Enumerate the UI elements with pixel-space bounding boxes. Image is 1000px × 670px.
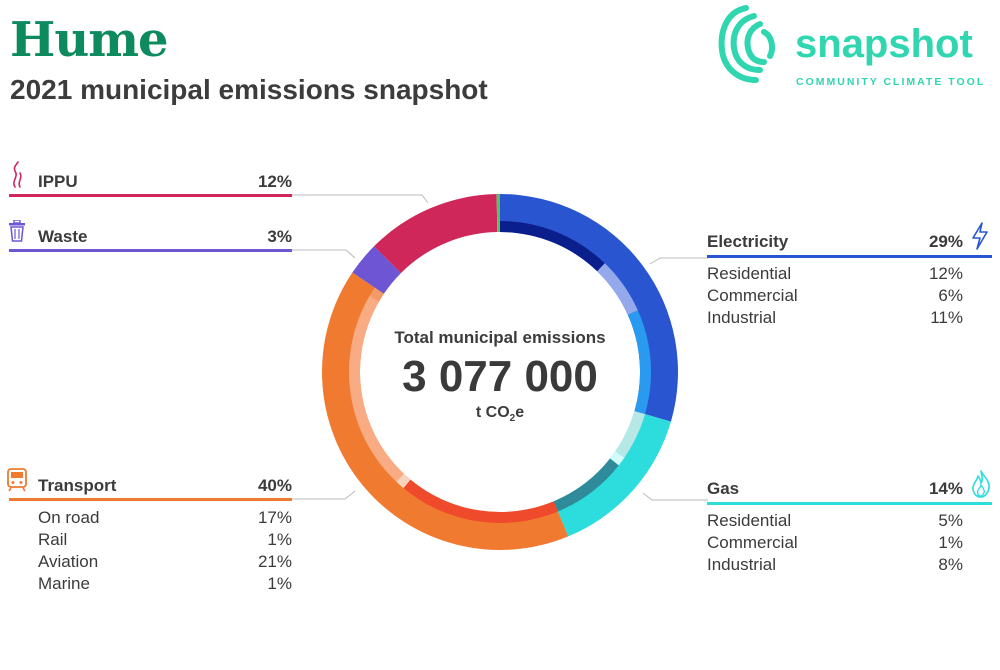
- sector-name: Gas: [707, 479, 740, 498]
- electricity-row: Electricity 29%: [707, 232, 963, 254]
- transport-rail-slice: [396, 473, 411, 489]
- lightning-icon: [972, 222, 988, 250]
- gas-subsector-row: Commercial 1%: [707, 533, 963, 553]
- sector-name: Waste: [38, 227, 88, 246]
- ippu-underline-lead: [9, 194, 38, 197]
- electricity-residential-slice: [500, 221, 605, 272]
- total-emissions-value: 3 077 000: [402, 352, 598, 401]
- gas-residential-slice: [615, 411, 646, 458]
- smoke-icon: [13, 161, 22, 188]
- electricity-slice: [500, 194, 678, 422]
- leader-lines: [292, 194, 708, 501]
- trash-icon: [9, 220, 25, 242]
- transport-marine-slice: [369, 287, 384, 302]
- electricity-underline: [707, 255, 992, 258]
- subsector-value: 1%: [267, 574, 292, 593]
- electricity-commercial-slice: [597, 263, 638, 315]
- sector-name: IPPU: [38, 172, 78, 191]
- transport-aviation-slice: [349, 295, 404, 482]
- transport-subsector-row: Rail 1%: [38, 530, 292, 550]
- sector-value: 14%: [928, 479, 963, 498]
- sector-name: Electricity: [707, 232, 789, 251]
- subsector-value: 12%: [928, 264, 963, 283]
- gas-subsector-row: Residential 5%: [707, 511, 963, 531]
- transport-subsector-row: Marine 1%: [38, 574, 292, 594]
- gas-underline: [707, 502, 992, 505]
- subsector-name: On road: [38, 508, 100, 527]
- ippu-leader-line: [292, 194, 429, 204]
- subsector-name: Aviation: [38, 552, 99, 571]
- subsector-name: Commercial: [707, 286, 798, 305]
- transport-underline-lead: [9, 498, 38, 501]
- center-label: Total municipal emissions: [394, 328, 606, 347]
- sector-ring: [322, 194, 678, 551]
- electricity-subsector-row: Industrial 11%: [707, 308, 963, 328]
- brand-tagline: COMMUNITY CLIMATE TOOL: [796, 76, 986, 88]
- transport-subsector-row: Aviation 21%: [38, 552, 292, 572]
- waste-underline-lead: [9, 249, 38, 252]
- transport-leader-line: [292, 490, 356, 500]
- gas-leader-line: [642, 492, 708, 501]
- subsector-value: 11%: [930, 308, 963, 327]
- page-subtitle: 2021 municipal emissions snapshot: [10, 74, 488, 105]
- subsector-name: Residential: [707, 511, 792, 530]
- sector-value: 29%: [928, 232, 963, 251]
- ippu-row: IPPU 12%: [38, 172, 292, 197]
- subsector-value: 1%: [267, 530, 292, 549]
- subsector-value: 6%: [938, 286, 963, 305]
- electricity-leader-line: [649, 257, 708, 265]
- subsector-value: 17%: [257, 508, 292, 527]
- ippu-slice: [374, 194, 498, 274]
- subsector-value: 1%: [938, 533, 963, 552]
- subsector-value: 5%: [938, 511, 963, 530]
- subsector-value: 8%: [938, 555, 963, 574]
- transport-subsector-row: On road 17%: [38, 508, 292, 528]
- subsector-value: 21%: [257, 552, 292, 571]
- electricity-subsector-row: Commercial 6%: [707, 286, 963, 306]
- subsector-name: Industrial: [707, 555, 776, 574]
- council-name: Hume: [10, 12, 169, 68]
- subsector-name: Rail: [38, 530, 68, 549]
- subsector-name: Industrial: [707, 308, 776, 327]
- electricity-industrial-slice: [627, 310, 651, 415]
- sector-value: 40%: [257, 476, 292, 495]
- sector-name: Transport: [38, 476, 117, 495]
- waste-row: Waste 3%: [38, 227, 292, 252]
- gas-commercial-slice: [610, 451, 625, 466]
- snapshot-logo-icon: [718, 5, 775, 83]
- other-slice: [496, 194, 500, 233]
- subsector-ring: [349, 221, 651, 523]
- sector-value: 3%: [267, 227, 292, 246]
- gas-row: Gas 14%: [707, 479, 963, 501]
- sector-value: 12%: [257, 172, 292, 191]
- flame-icon: [972, 470, 990, 498]
- transport-on-road-slice: [403, 479, 558, 523]
- waste-leader-line: [292, 249, 356, 259]
- transport-row: Transport 40%: [38, 476, 292, 501]
- subsector-name: Residential: [707, 264, 792, 283]
- train-icon: [7, 468, 27, 492]
- gas-subsector-row: Industrial 8%: [707, 555, 963, 575]
- subsector-name: Marine: [38, 574, 90, 593]
- electricity-subsector-row: Residential 12%: [707, 264, 963, 284]
- gas-slice: [553, 411, 671, 537]
- gas-industrial-slice: [553, 458, 619, 512]
- brand-name: snapshot: [795, 22, 973, 66]
- waste-slice: [352, 246, 401, 294]
- transport-slice: [322, 272, 569, 551]
- emissions-unit: t CO2e: [475, 404, 525, 425]
- subsector-name: Commercial: [707, 533, 798, 552]
